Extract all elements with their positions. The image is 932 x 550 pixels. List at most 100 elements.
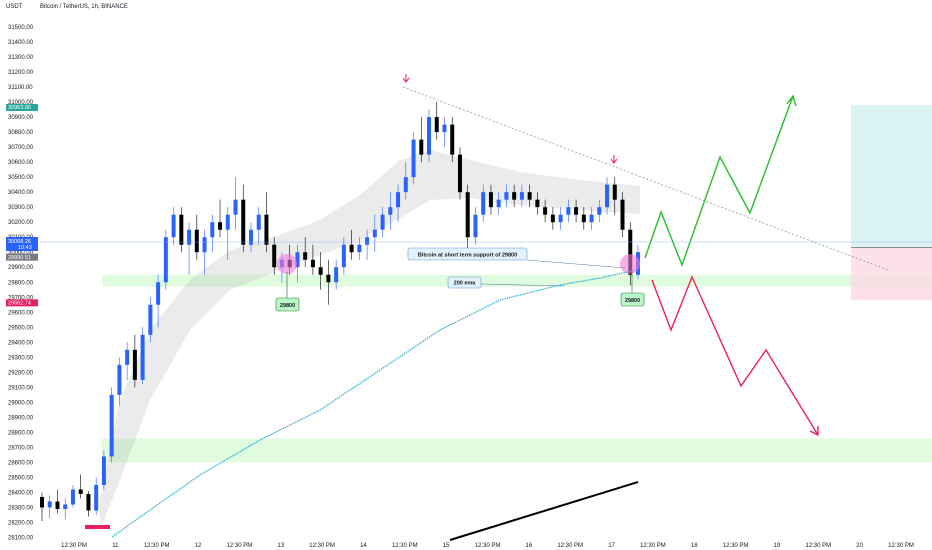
y-tick-label: 30400.00 — [8, 190, 34, 196]
candle — [40, 492, 44, 521]
x-tick-label: 12 — [195, 543, 202, 549]
x-tick-label: 20 — [856, 543, 863, 549]
x-tick-label: 11 — [112, 543, 119, 549]
candle-body — [628, 229, 633, 275]
candle-body — [78, 489, 83, 494]
candle-body — [589, 214, 594, 223]
y-tick-label: 30300.00 — [8, 205, 34, 211]
y-tick-label: 30000.00 — [8, 250, 34, 256]
time-axis[interactable]: 12:30 PM 11 12:30 PM 12 12:30 PM 13 12:30 PM 14… — [61, 543, 914, 549]
candle-body — [349, 244, 354, 253]
y-tick-label: 31200.00 — [8, 70, 34, 76]
drawings: 29800 29800 Bitcoin at short term support … — [40, 74, 932, 541]
candle-body — [535, 199, 540, 208]
x-tick-label: 12:30 PM — [888, 543, 914, 549]
x-tick-label: 12:30 PM — [557, 543, 583, 549]
candle-body — [109, 394, 114, 457]
candle-body — [101, 456, 106, 485]
x-tick-label: 12:30 PM — [392, 543, 418, 549]
candle — [372, 214, 377, 253]
x-tick-label: 12:30 PM — [723, 543, 749, 549]
price-axis[interactable]: 28100.00 28200.00 28300.00 28400.00 28500.00… — [8, 25, 34, 542]
y-tick-label: 29100.00 — [8, 385, 34, 391]
down-arrow-icon — [402, 74, 410, 83]
candle — [63, 498, 68, 520]
candle-body — [457, 154, 462, 193]
y-tick-label: 31100.00 — [8, 85, 33, 91]
y-tick-label: 28500.00 — [8, 475, 34, 481]
candle-body — [40, 496, 44, 508]
candle-body — [63, 504, 68, 509]
candle-body — [357, 244, 362, 253]
candle — [86, 490, 91, 517]
candle-body — [187, 229, 192, 245]
callout-29800-right-text: 29800 — [625, 298, 640, 304]
candle — [566, 199, 571, 223]
candle-body — [566, 207, 571, 215]
x-tick-label: 12:30 PM — [309, 543, 335, 549]
chart-title: Bitcoin / TetherUS, 1h, BINANCE — [40, 4, 128, 10]
y-tick-label: 30600.00 — [8, 160, 34, 166]
bullish-arrowhead — [786, 94, 797, 107]
candle — [512, 184, 517, 208]
candle-body — [132, 349, 137, 380]
y-tick-label: 29000.00 — [8, 400, 34, 406]
target-box — [851, 105, 932, 301]
candle-body — [543, 207, 548, 215]
candle-body — [179, 214, 184, 245]
candle — [365, 229, 370, 260]
candle-body — [218, 222, 223, 230]
y-tick-label: 28700.00 — [8, 445, 34, 451]
currency-label: USDT — [6, 4, 23, 10]
price-label-gray-box — [6, 253, 38, 261]
y-tick-label: 30200.00 — [8, 220, 34, 226]
price-label-current-box — [6, 237, 38, 252]
candle — [140, 327, 145, 385]
y-tick-label: 28600.00 — [8, 460, 34, 466]
candle — [241, 184, 246, 253]
candle-body — [550, 214, 555, 223]
candle-body — [574, 207, 579, 215]
x-tick-label: 12:30 PM — [640, 543, 666, 549]
candle — [125, 342, 130, 380]
candle-body — [194, 229, 199, 253]
y-tick-label: 29600.00 — [8, 310, 34, 316]
candles — [40, 102, 640, 521]
candle-body — [419, 139, 424, 155]
y-tick-label: 30800.00 — [8, 130, 34, 136]
candle-body — [233, 199, 238, 215]
price-label-top-green: 30963.80 — [8, 105, 31, 111]
ema-200-line — [111, 269, 637, 538]
candle-body — [171, 214, 176, 238]
x-tick-label: 12:30 PM — [475, 543, 501, 549]
support-zone-1 — [102, 438, 932, 463]
candle-body — [488, 192, 493, 208]
candle — [310, 244, 315, 275]
candle-body — [318, 267, 323, 275]
x-tick-label: 18 — [691, 543, 698, 549]
volume-trend-line — [449, 481, 639, 541]
candle-body — [163, 237, 168, 283]
candle-body — [465, 192, 470, 238]
candle — [620, 192, 625, 238]
candle-body — [264, 214, 269, 245]
ema-note-pointer — [480, 283, 566, 287]
candle-body — [612, 184, 617, 200]
candle — [202, 229, 207, 275]
price-label-pink: 29662.74 — [8, 301, 31, 307]
candle-body — [148, 304, 153, 335]
candle-body — [47, 501, 52, 508]
ema-band — [100, 150, 640, 530]
x-tick-label: 14 — [360, 543, 367, 549]
y-tick-label: 29500.00 — [8, 325, 34, 331]
y-tick-label: 29900.00 — [8, 265, 34, 271]
candle-body — [241, 199, 246, 245]
candle-body — [605, 184, 610, 208]
callout-29800-right — [620, 292, 645, 307]
candle-body — [225, 214, 230, 230]
target-profit-area — [851, 105, 932, 248]
support-note-pointer — [526, 259, 626, 269]
y-tick-label: 29800.00 — [8, 280, 34, 286]
